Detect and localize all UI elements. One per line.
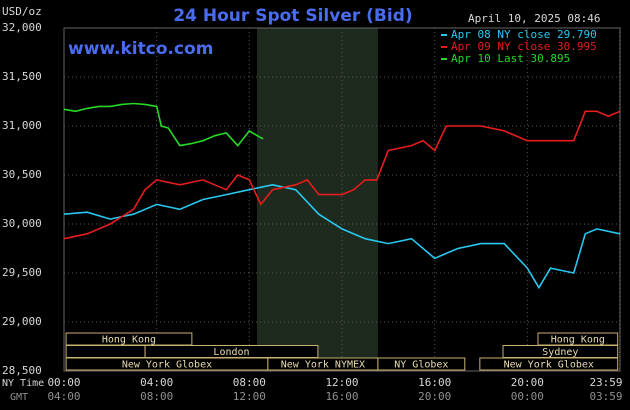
session-bars: Hong Kong Hong Kong London Sydney New York G… [65,332,619,371]
legend-label: Apr 09 NY close 30.995 [451,40,597,53]
session-label: New York Globex [122,360,212,371]
session-label: Hong Kong [102,335,156,346]
x2-tick-label: 00:00 [511,390,544,403]
y-tick-label: 29,000 [2,315,42,328]
x2-tick-label: 12:00 [233,390,266,403]
session-label: Hong Kong [551,335,605,346]
session-label: NY Globex [394,360,448,371]
y-tick-label: 29,500 [2,266,42,279]
session-bar [377,357,466,371]
x-tick-label: 16:00 [418,376,451,389]
x2-tick-label: 20:00 [418,390,451,403]
x-tick-label: 04:00 [140,376,173,389]
y-tick-label: 31,500 [2,70,42,83]
x2-tick-label: 03:59 [589,390,622,403]
y-tick-label: 32,000 [2,21,42,34]
legend-label: Apr 08 NY close 29.790 [451,28,597,41]
series-line [63,110,621,240]
y-tick-label: 28,500 [2,364,42,377]
session-bar [65,345,146,358]
x2-tick-label: 04:00 [47,390,80,403]
session-label: New York Globex [504,360,594,371]
session-bar [479,357,619,371]
x2-row-label: GMT [10,392,28,403]
x-tick-label: 00:00 [47,376,80,389]
x-tick-label: 08:00 [233,376,266,389]
series-line [63,102,264,147]
chart-title: 24 Hour Spot Silver (Bid) [173,6,412,26]
y-tick-label: 30,000 [2,217,42,230]
x-row-label: NY Time [2,378,44,389]
watermark: www.kitco.com [68,39,213,59]
y-axis-label: USD/oz [2,5,42,18]
series-line [63,183,621,290]
x-tick-label: 12:00 [325,376,358,389]
x-tick-label: 20:00 [511,376,544,389]
session-label: London [213,347,249,358]
timestamp: April 10, 2025 08:46 [468,12,600,25]
y-tick-label: 30,500 [2,168,42,181]
x2-tick-label: 08:00 [140,390,173,403]
session-label: New York NYMEX [281,360,365,371]
legend-label: Apr 10 Last 30.895 [451,52,570,65]
x2-tick-label: 16:00 [325,390,358,403]
y-tick-label: 31,000 [2,119,42,132]
plot-frame [63,27,621,372]
session-label: Sydney [542,347,578,358]
shaded-session [256,28,378,371]
x-tick-label: 23:59 [589,376,622,389]
